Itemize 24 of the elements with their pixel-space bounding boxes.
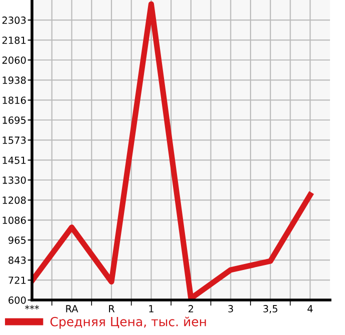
x-tick-label: 2: [188, 305, 194, 312]
y-tick-label: 1695: [2, 116, 26, 124]
x-tick-label: 3,5: [263, 305, 278, 314]
x-tick-label: 4: [308, 305, 313, 312]
y-tick-label: 600: [8, 296, 26, 304]
y-tick-label: 721: [8, 276, 26, 284]
y-tick-label: 843: [8, 256, 26, 264]
y-tick-label: 965: [8, 236, 26, 244]
y-tick-label: 1451: [2, 156, 26, 164]
y-tick-label: 2303: [2, 16, 26, 24]
x-tick-label: R: [109, 305, 115, 312]
x-tick-label: 1: [149, 305, 154, 312]
x-tick-label: RA: [66, 305, 78, 312]
y-tick-label: 1938: [2, 76, 26, 84]
y-tick-label: 1086: [2, 216, 26, 224]
y-tick-label: 1573: [2, 136, 26, 144]
y-tick-label: 1208: [2, 196, 26, 204]
x-tick-label: 3: [228, 305, 233, 312]
y-tick-label: 2060: [2, 56, 26, 64]
y-tick-label: 2181: [2, 36, 26, 44]
legend-label: Средняя Цена, тыс. йен: [50, 316, 206, 329]
y-tick-label: 1330: [2, 176, 26, 184]
x-tick-label: ***: [25, 305, 39, 310]
y-tick-label: 1816: [2, 96, 26, 104]
